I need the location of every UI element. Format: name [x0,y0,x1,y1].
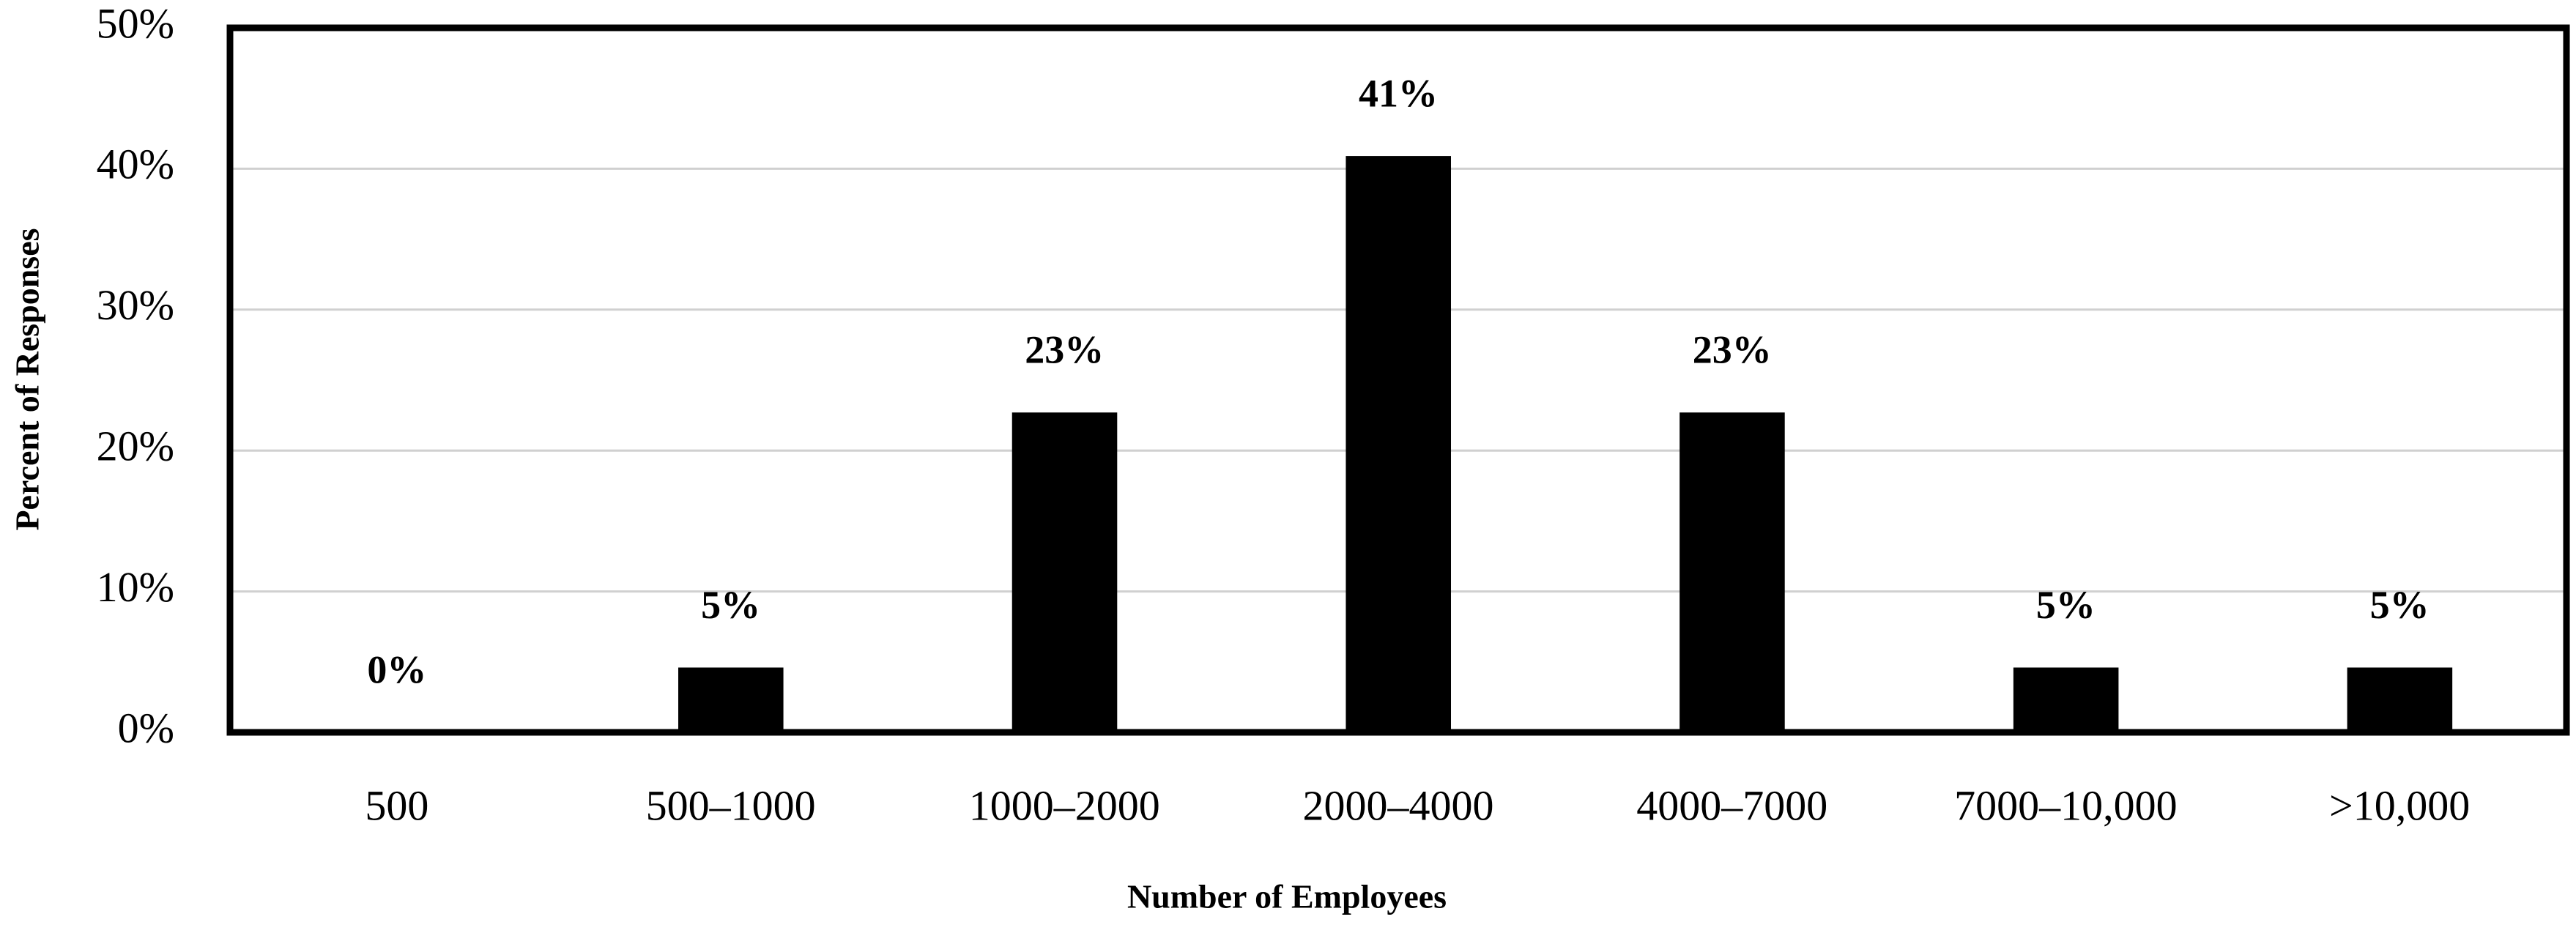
y-axis-title: Percent of Responses [9,228,46,530]
value-label: 0% [367,647,426,691]
bar [1345,156,1452,733]
plot-border [226,24,2570,736]
bar [2013,667,2119,732]
bar [1679,412,1785,732]
value-label: 23% [1025,328,1104,372]
x-tick-label: 7000–10,000 [1954,781,2178,829]
x-tick-label: >10,000 [2329,781,2470,829]
y-tick-label: 20% [97,423,174,470]
bar [2347,667,2453,732]
y-tick-label: 10% [97,563,174,611]
bar [678,667,784,732]
value-label: 5% [2036,583,2096,627]
x-axis-title: Number of Employees [1127,878,1447,915]
y-tick-label: 40% [97,141,174,188]
x-tick-label: 2000–4000 [1303,781,1494,829]
value-label: 5% [701,583,760,627]
y-tick-label: 30% [97,281,174,329]
y-tick-label: 0% [118,704,174,751]
value-label: 23% [1693,328,1772,372]
x-tick-label: 500 [365,781,428,829]
x-tick-label: 1000–2000 [969,781,1160,829]
bar [1012,412,1118,732]
y-tick-label: 50% [97,0,174,47]
x-tick-label: 4000–7000 [1636,781,1827,829]
x-tick-label: 500–1000 [646,781,816,829]
value-label: 41% [1359,71,1438,115]
value-label: 5% [2370,583,2430,627]
